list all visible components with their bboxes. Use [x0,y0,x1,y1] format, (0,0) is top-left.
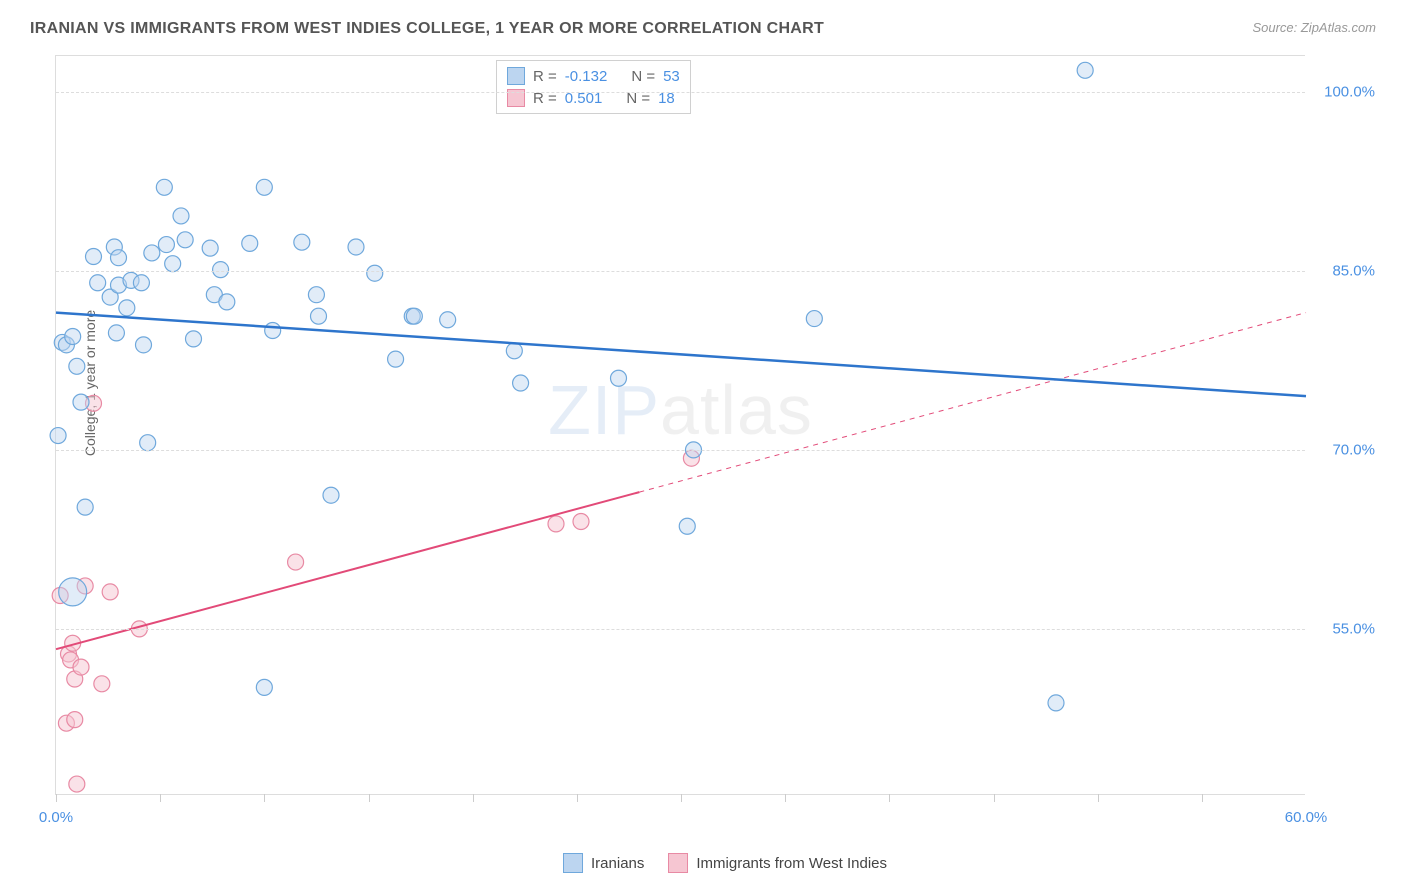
chart-header: IRANIAN VS IMMIGRANTS FROM WEST INDIES C… [0,0,1406,46]
point-iranians [388,351,404,367]
bottom-legend-iranians: Iranians [563,853,644,873]
point-westindies [73,659,89,675]
point-iranians [806,311,822,327]
point-iranians [156,179,172,195]
gridline-h [56,450,1305,451]
x-tick [473,794,474,802]
stats-r-label: R = [533,68,557,85]
point-iranians [73,394,89,410]
point-iranians [59,578,87,606]
point-iranians [440,312,456,328]
point-iranians [1048,695,1064,711]
point-iranians [265,323,281,339]
point-iranians [506,343,522,359]
point-iranians [406,308,422,324]
bottom-legend-westindies: Immigrants from West Indies [668,853,887,873]
y-tick-label: 55.0% [1332,620,1375,637]
plot-svg [56,56,1306,796]
x-tick [889,794,890,802]
gridline-h [56,92,1305,93]
stats-r-iranians: -0.132 [565,68,608,85]
point-westindies [94,676,110,692]
trendline-dash-westindies [639,313,1306,493]
x-tick [56,794,57,802]
x-tick [577,794,578,802]
point-iranians [679,518,695,534]
x-tick [1098,794,1099,802]
y-tick-label: 100.0% [1324,83,1375,100]
gridline-h [56,629,1305,630]
stats-n-label: N = [631,68,655,85]
point-iranians [108,325,124,341]
stats-n-iranians: 53 [663,68,680,85]
point-iranians [50,428,66,444]
point-westindies [548,516,564,532]
x-tick [369,794,370,802]
point-iranians [611,370,627,386]
x-tick [264,794,265,802]
stats-legend-box: R = -0.132 N = 53 R = 0.501 N = 18 [496,60,691,114]
point-iranians [77,499,93,515]
point-iranians [165,256,181,272]
y-tick-label: 85.0% [1332,262,1375,279]
point-iranians [90,275,106,291]
point-iranians [308,287,324,303]
point-iranians [256,679,272,695]
point-iranians [256,179,272,195]
x-tick [160,794,161,802]
x-tick-label: 60.0% [1285,809,1328,826]
x-tick [1202,794,1203,802]
point-iranians [173,208,189,224]
trendline-iranians [56,313,1306,397]
x-tick [681,794,682,802]
x-tick [785,794,786,802]
point-iranians [213,262,229,278]
swatch-iranians [507,67,525,85]
x-tick [994,794,995,802]
point-westindies [288,554,304,570]
point-iranians [111,250,127,266]
point-iranians [177,232,193,248]
source-label: Source: ZipAtlas.com [1252,20,1376,35]
point-iranians [140,435,156,451]
point-iranians [69,358,85,374]
point-iranians [186,331,202,347]
gridline-h [56,271,1305,272]
point-iranians [202,240,218,256]
point-iranians [311,308,327,324]
point-iranians [86,249,102,265]
point-iranians [133,275,149,291]
point-westindies [67,712,83,728]
stats-row-westindies: R = 0.501 N = 18 [507,87,680,109]
point-iranians [219,294,235,310]
plot-area: ZIPatlas R = -0.132 N = 53 R = 0.501 N =… [55,55,1305,795]
point-iranians [513,375,529,391]
point-iranians [367,265,383,281]
point-iranians [348,239,364,255]
bottom-label-westindies: Immigrants from West Indies [696,855,887,872]
point-iranians [65,328,81,344]
point-iranians [242,235,258,251]
point-iranians [294,234,310,250]
point-iranians [1077,62,1093,78]
bottom-swatch-iranians [563,853,583,873]
bottom-label-iranians: Iranians [591,855,644,872]
chart-container: College, 1 year or more ZIPatlas R = -0.… [55,55,1395,835]
point-iranians [136,337,152,353]
x-tick-label: 0.0% [39,809,73,826]
point-iranians [323,487,339,503]
point-iranians [144,245,160,261]
point-westindies [102,584,118,600]
point-westindies [69,776,85,792]
point-westindies [573,513,589,529]
point-iranians [119,300,135,316]
chart-title: IRANIAN VS IMMIGRANTS FROM WEST INDIES C… [30,20,824,38]
y-tick-label: 70.0% [1332,441,1375,458]
bottom-swatch-westindies [668,853,688,873]
stats-row-iranians: R = -0.132 N = 53 [507,65,680,87]
point-iranians [158,237,174,253]
bottom-legend: Iranians Immigrants from West Indies [563,853,887,873]
trendline-westindies [56,492,639,649]
